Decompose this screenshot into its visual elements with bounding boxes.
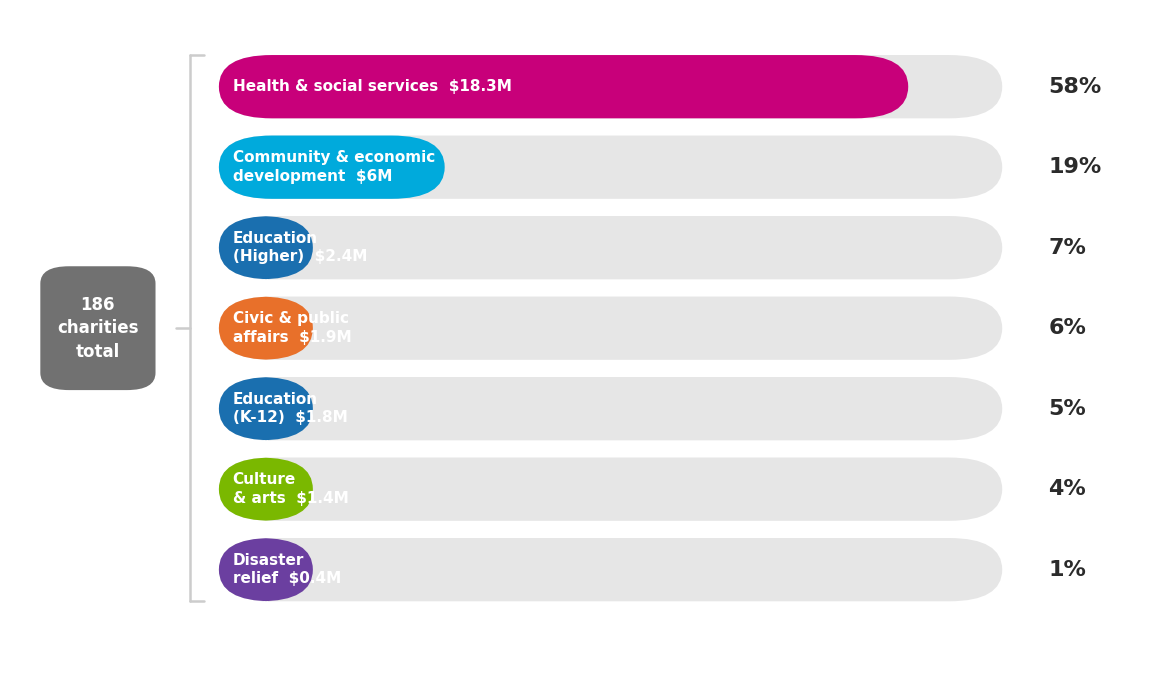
FancyBboxPatch shape: [219, 377, 313, 440]
FancyBboxPatch shape: [219, 377, 1002, 440]
Text: Community & economic
development  $6M: Community & economic development $6M: [233, 151, 435, 184]
FancyBboxPatch shape: [219, 458, 313, 521]
Text: Education
(K-12)  $1.8M: Education (K-12) $1.8M: [233, 392, 348, 425]
Text: Culture
& arts  $1.4M: Culture & arts $1.4M: [233, 473, 348, 506]
Text: Education
(Higher)  $2.4M: Education (Higher) $2.4M: [233, 231, 367, 264]
FancyBboxPatch shape: [219, 297, 1002, 360]
Text: 186
charities
total: 186 charities total: [58, 296, 138, 361]
FancyBboxPatch shape: [40, 266, 156, 390]
FancyBboxPatch shape: [219, 538, 313, 601]
Text: 58%: 58%: [1048, 76, 1101, 97]
FancyBboxPatch shape: [219, 216, 313, 279]
Text: Disaster
relief  $0.4M: Disaster relief $0.4M: [233, 553, 341, 586]
FancyBboxPatch shape: [219, 458, 1002, 521]
Text: 6%: 6%: [1048, 318, 1086, 338]
FancyBboxPatch shape: [219, 297, 313, 360]
Text: 1%: 1%: [1048, 559, 1086, 580]
FancyBboxPatch shape: [219, 136, 445, 199]
FancyBboxPatch shape: [219, 538, 1002, 601]
Text: Civic & public
affairs  $1.9M: Civic & public affairs $1.9M: [233, 312, 351, 345]
FancyBboxPatch shape: [219, 55, 1002, 118]
FancyBboxPatch shape: [219, 216, 1002, 279]
FancyBboxPatch shape: [219, 55, 908, 118]
Text: 5%: 5%: [1048, 398, 1086, 419]
Text: Health & social services  $18.3M: Health & social services $18.3M: [233, 79, 511, 94]
FancyBboxPatch shape: [219, 136, 1002, 199]
Text: 4%: 4%: [1048, 479, 1086, 499]
Text: 7%: 7%: [1048, 237, 1086, 258]
Text: 19%: 19%: [1048, 157, 1101, 178]
